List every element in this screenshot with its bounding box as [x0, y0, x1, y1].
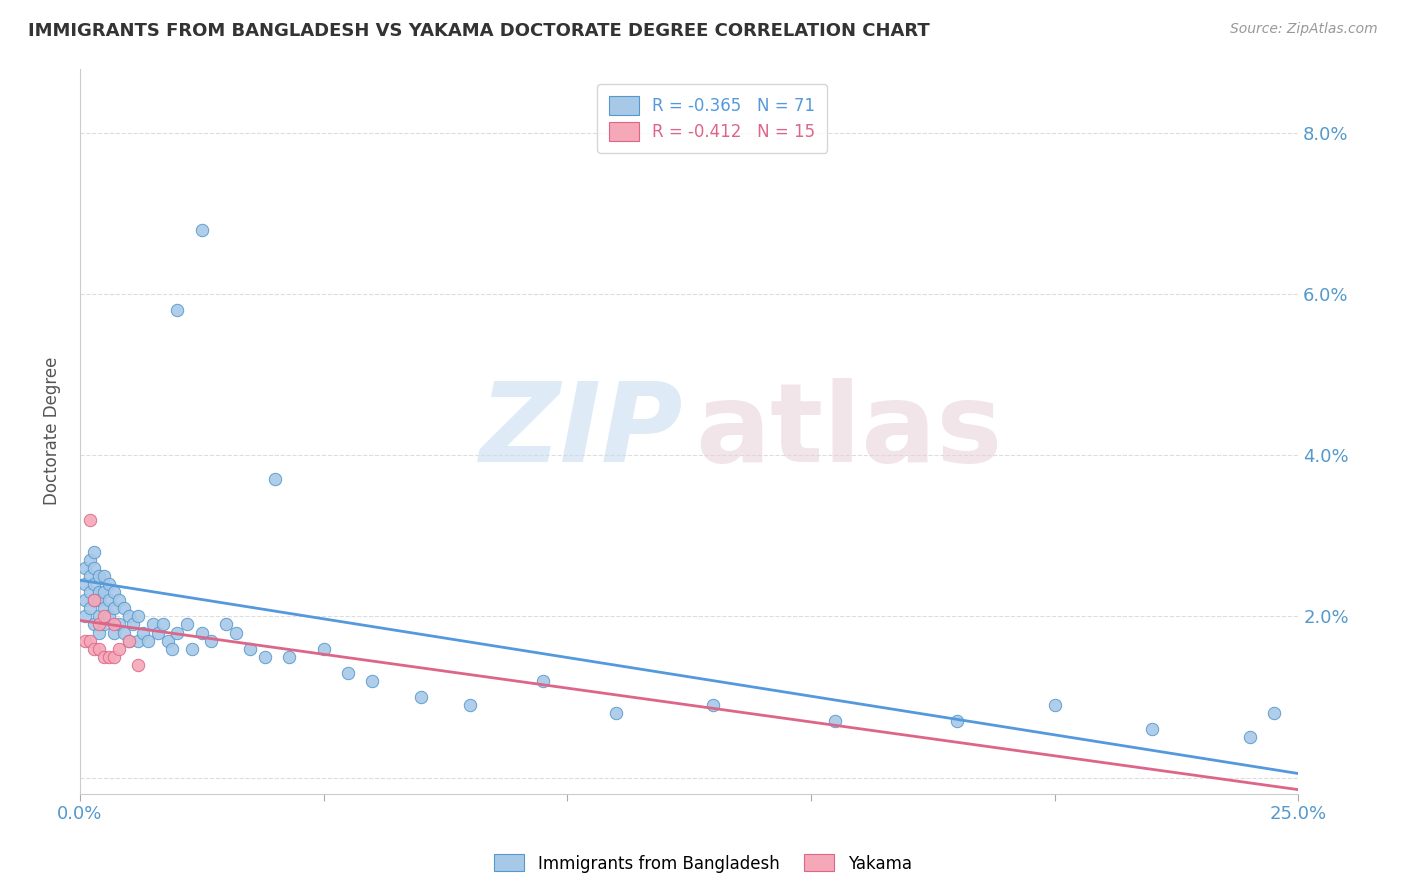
Point: [142, 617, 165, 632]
Point: [93, 601, 115, 615]
Text: IMMIGRANTS FROM BANGLADESH VS YAKAMA DOCTORATE DEGREE CORRELATION CHART: IMMIGRANTS FROM BANGLADESH VS YAKAMA DOC…: [28, 22, 929, 40]
Point: [1263, 706, 1285, 720]
Point: [73, 633, 96, 648]
Point: [1043, 698, 1066, 712]
Point: [79, 601, 101, 615]
Point: [156, 633, 179, 648]
Point: [1140, 723, 1163, 737]
Point: [127, 657, 149, 672]
Point: [89, 609, 111, 624]
Point: [79, 633, 101, 648]
Point: [83, 641, 105, 656]
Point: [458, 698, 481, 712]
Point: [98, 609, 121, 624]
Point: [108, 593, 131, 607]
Point: [112, 601, 135, 615]
Point: [361, 673, 384, 688]
Point: [181, 641, 204, 656]
Point: [73, 561, 96, 575]
Point: [89, 593, 111, 607]
Point: [83, 593, 105, 607]
Point: [531, 673, 554, 688]
Point: [98, 649, 121, 664]
Point: [89, 625, 111, 640]
Point: [190, 625, 212, 640]
Point: [263, 472, 285, 486]
Point: [89, 617, 111, 632]
Point: [83, 593, 105, 607]
Point: [83, 577, 105, 591]
Point: [152, 617, 174, 632]
Point: [254, 649, 277, 664]
Text: Source: ZipAtlas.com: Source: ZipAtlas.com: [1230, 22, 1378, 37]
Point: [702, 698, 724, 712]
Point: [79, 553, 101, 567]
Point: [103, 625, 125, 640]
Point: [89, 641, 111, 656]
Point: [103, 649, 125, 664]
Point: [89, 569, 111, 583]
Text: ZIP: ZIP: [479, 377, 683, 484]
Point: [108, 641, 131, 656]
Point: [162, 641, 184, 656]
Point: [278, 649, 301, 664]
Point: [239, 641, 262, 656]
Point: [605, 706, 627, 720]
Point: [98, 593, 121, 607]
Point: [824, 714, 846, 728]
Point: [93, 569, 115, 583]
Point: [93, 617, 115, 632]
Point: [93, 609, 115, 624]
Point: [103, 601, 125, 615]
Point: [117, 633, 139, 648]
Y-axis label: Doctorate Degree: Doctorate Degree: [44, 357, 60, 505]
Point: [127, 633, 149, 648]
Point: [136, 633, 159, 648]
Point: [79, 513, 101, 527]
Point: [83, 545, 105, 559]
Point: [946, 714, 969, 728]
Point: [73, 609, 96, 624]
Point: [79, 569, 101, 583]
Point: [117, 609, 139, 624]
Point: [73, 577, 96, 591]
Point: [225, 625, 247, 640]
Legend: R = -0.365   N = 71, R = -0.412   N = 15: R = -0.365 N = 71, R = -0.412 N = 15: [598, 84, 827, 153]
Point: [117, 633, 139, 648]
Point: [103, 585, 125, 599]
Point: [176, 617, 198, 632]
Point: [409, 690, 432, 704]
Point: [166, 625, 188, 640]
Point: [190, 222, 212, 236]
Point: [93, 649, 115, 664]
Point: [1239, 731, 1261, 745]
Point: [103, 617, 125, 632]
Text: atlas: atlas: [695, 377, 1002, 484]
Point: [200, 633, 222, 648]
Point: [89, 585, 111, 599]
Point: [215, 617, 238, 632]
Point: [336, 665, 359, 680]
Point: [83, 561, 105, 575]
Point: [166, 303, 188, 318]
Point: [122, 617, 145, 632]
Point: [312, 641, 335, 656]
Point: [93, 585, 115, 599]
Point: [98, 577, 121, 591]
Legend: Immigrants from Bangladesh, Yakama: Immigrants from Bangladesh, Yakama: [488, 847, 918, 880]
Point: [108, 617, 131, 632]
Point: [112, 625, 135, 640]
Point: [83, 617, 105, 632]
Point: [73, 593, 96, 607]
Point: [146, 625, 169, 640]
Point: [127, 609, 149, 624]
Point: [79, 585, 101, 599]
Point: [132, 625, 155, 640]
